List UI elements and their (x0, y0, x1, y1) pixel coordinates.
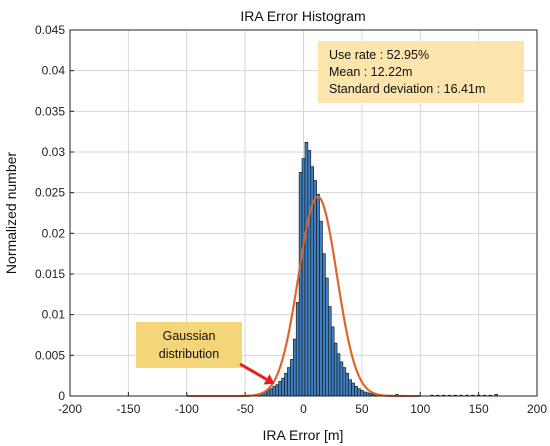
histogram-bar (284, 372, 288, 397)
y-tick-label: 0.035 (35, 104, 65, 118)
histogram-bar (319, 220, 323, 397)
histogram-bar (336, 353, 341, 397)
histogram-bar (330, 326, 335, 397)
x-tick-label: -200 (58, 402, 82, 416)
histogram-bar (287, 367, 291, 397)
chart-title: IRA Error Histogram (240, 8, 365, 24)
gaussian-annotation: Gaussian distribution (136, 322, 242, 368)
y-tick-label: 0.005 (35, 348, 65, 362)
histogram-bar (345, 372, 350, 397)
y-tick-label: 0.015 (35, 267, 65, 281)
histogram-bar (295, 302, 300, 397)
arrow-shaft (239, 362, 268, 381)
histogram-bar (290, 359, 294, 397)
histogram-bar (272, 385, 277, 397)
x-tick-label: 0 (300, 402, 307, 416)
stats-mean: Mean : 12.22m (329, 65, 412, 79)
histogram-bar (333, 342, 338, 397)
stats-std: Standard deviation : 16.41m (329, 82, 485, 96)
histogram-bar (328, 306, 332, 397)
histogram-bar (360, 390, 364, 397)
histogram-bar (307, 150, 312, 397)
histogram-bar (363, 391, 367, 397)
y-tick-labels: 0 0.005 0.01 0.015 0.02 0.025 0.03 0.035 0.04 0.0… (35, 23, 65, 403)
histogram-bar (357, 388, 361, 397)
plot-frame (69, 29, 538, 397)
histogram-bar (304, 141, 309, 397)
y-tick-label: 0.03 (42, 145, 66, 159)
annotation-line-2: distribution (159, 347, 219, 361)
annotation-line-1: Gaussian (163, 329, 216, 343)
histogram-bar (342, 367, 347, 397)
annotation-background (136, 322, 242, 368)
histogram-bar (292, 338, 297, 397)
histogram-bar (316, 193, 320, 397)
x-axis-label: IRA Error [m] (263, 427, 344, 443)
y-tick-label: 0 (58, 389, 65, 403)
x-tick-label: -150 (116, 402, 140, 416)
x-tick-labels: -200 -150 -100 -50 0 50 100 150 200 (58, 402, 547, 416)
annotation-arrow (239, 362, 275, 385)
histogram-bar (325, 277, 329, 397)
x-tick-label: -50 (236, 402, 254, 416)
x-tick-label: 100 (410, 402, 430, 416)
histogram-bar (281, 377, 285, 397)
histogram-bar (322, 253, 326, 397)
histogram-bar (275, 384, 279, 397)
y-tick-label: 0.045 (35, 23, 65, 37)
y-tick-label: 0.025 (35, 186, 65, 200)
histogram-bar (298, 172, 303, 397)
stats-box-background (318, 41, 524, 103)
x-tick-label: 50 (355, 402, 369, 416)
histogram-bar (266, 390, 271, 397)
x-tick-label: 200 (527, 402, 547, 416)
y-axis-label: Normalized number (3, 152, 19, 274)
histogram-bar (339, 361, 344, 397)
histogram-bar (301, 158, 306, 397)
histogram-bar (354, 385, 358, 397)
y-tick-label: 0.01 (42, 308, 66, 322)
histogram-bar (348, 379, 352, 397)
histogram-bar (269, 388, 274, 397)
histogram-bar (313, 180, 317, 397)
stats-box: Use rate : 52.95% Mean : 12.22m Standard… (318, 41, 524, 103)
x-tick-label: 150 (469, 402, 489, 416)
histogram-bar (351, 382, 355, 397)
y-tick-label: 0.04 (42, 64, 66, 78)
stats-use-rate: Use rate : 52.95% (329, 48, 429, 62)
y-tick-label: 0.02 (42, 226, 66, 240)
arrow-head (263, 374, 275, 385)
x-tick-label: -100 (175, 402, 199, 416)
histogram-bar (278, 381, 282, 397)
